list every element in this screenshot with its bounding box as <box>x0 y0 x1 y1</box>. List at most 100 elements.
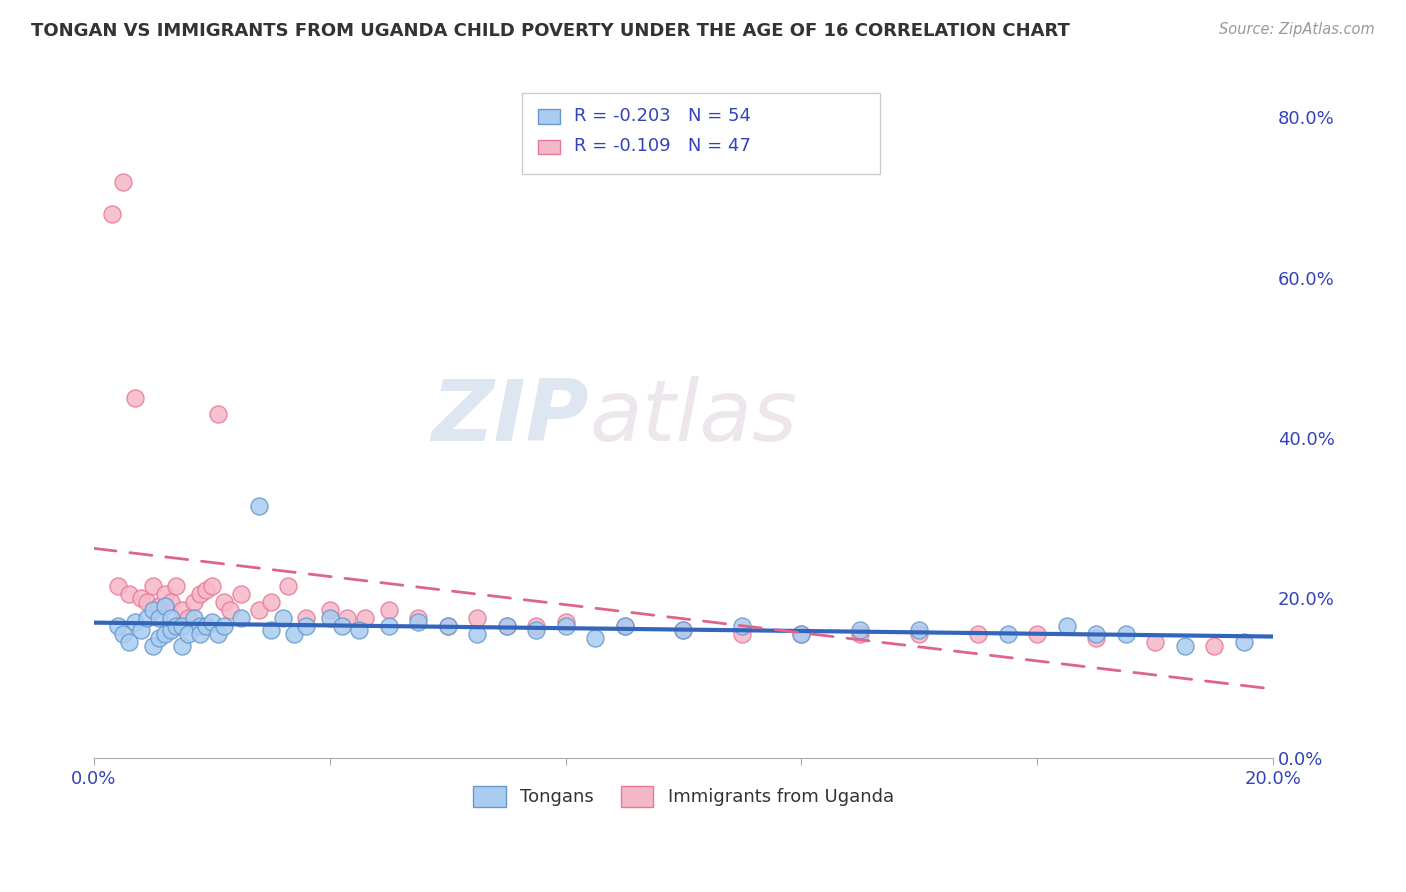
Point <box>1144 635 1167 649</box>
Point <box>153 627 176 641</box>
Point <box>1115 627 1137 641</box>
Point <box>260 623 283 637</box>
Point <box>207 627 229 641</box>
Point <box>908 623 931 637</box>
Point <box>436 619 458 633</box>
Point <box>295 619 318 633</box>
Point <box>613 619 636 633</box>
Point <box>790 627 813 641</box>
Point <box>731 619 754 633</box>
Point <box>112 175 135 189</box>
Point <box>166 619 188 633</box>
Point <box>148 631 170 645</box>
Point <box>159 611 181 625</box>
Point <box>136 611 159 625</box>
Point <box>177 611 200 625</box>
Point <box>260 595 283 609</box>
Point <box>142 639 165 653</box>
Point <box>201 579 224 593</box>
Point <box>613 619 636 633</box>
Point <box>194 583 217 598</box>
Point <box>583 631 606 645</box>
Point <box>177 627 200 641</box>
Point <box>153 599 176 614</box>
Point <box>436 619 458 633</box>
Point <box>247 499 270 513</box>
Point <box>908 627 931 641</box>
Point <box>524 619 547 633</box>
Point <box>142 603 165 617</box>
Point <box>790 627 813 641</box>
Point <box>283 627 305 641</box>
Point <box>319 603 342 617</box>
Point <box>277 579 299 593</box>
Point <box>330 619 353 633</box>
Point <box>247 603 270 617</box>
Point <box>967 627 990 641</box>
Point <box>997 627 1019 641</box>
Text: R = -0.109   N = 47: R = -0.109 N = 47 <box>574 137 751 155</box>
Point <box>194 619 217 633</box>
Point <box>377 603 399 617</box>
Point <box>554 615 576 629</box>
Point <box>406 615 429 629</box>
Point <box>172 603 194 617</box>
Point <box>183 595 205 609</box>
Point <box>1202 639 1225 653</box>
Point <box>218 603 240 617</box>
Point <box>495 619 517 633</box>
Point <box>129 623 152 637</box>
Point <box>148 599 170 614</box>
Point <box>1056 619 1078 633</box>
Point <box>207 407 229 421</box>
Point <box>188 627 211 641</box>
Point <box>148 611 170 625</box>
Point <box>271 611 294 625</box>
Point <box>1085 627 1108 641</box>
Point <box>319 611 342 625</box>
Point <box>188 587 211 601</box>
Point <box>731 627 754 641</box>
Point <box>1174 639 1197 653</box>
Point <box>524 623 547 637</box>
Point <box>672 623 695 637</box>
Point <box>231 611 253 625</box>
Text: Source: ZipAtlas.com: Source: ZipAtlas.com <box>1219 22 1375 37</box>
Point <box>354 611 377 625</box>
Point <box>231 587 253 601</box>
Text: TONGAN VS IMMIGRANTS FROM UGANDA CHILD POVERTY UNDER THE AGE OF 16 CORRELATION C: TONGAN VS IMMIGRANTS FROM UGANDA CHILD P… <box>31 22 1070 40</box>
Point <box>495 619 517 633</box>
Legend: Tongans, Immigrants from Uganda: Tongans, Immigrants from Uganda <box>465 779 901 814</box>
Bar <box>538 109 560 124</box>
Point <box>112 627 135 641</box>
Point <box>124 615 146 629</box>
Text: atlas: atlas <box>589 376 797 459</box>
Text: ZIP: ZIP <box>432 376 589 459</box>
Bar <box>538 140 560 154</box>
Point <box>136 595 159 609</box>
Point <box>406 611 429 625</box>
Point <box>107 579 129 593</box>
Point <box>849 627 872 641</box>
Point <box>1026 627 1049 641</box>
Point <box>212 619 235 633</box>
Point <box>212 595 235 609</box>
Point <box>201 615 224 629</box>
Point <box>188 619 211 633</box>
Point <box>465 627 488 641</box>
Point <box>118 635 141 649</box>
Point <box>377 619 399 633</box>
Point <box>1232 635 1254 649</box>
Point <box>118 587 141 601</box>
Point <box>336 611 359 625</box>
Point <box>347 623 370 637</box>
Point <box>166 579 188 593</box>
FancyBboxPatch shape <box>522 93 880 174</box>
Point <box>172 619 194 633</box>
Point <box>129 591 152 606</box>
Point <box>554 619 576 633</box>
Point <box>142 579 165 593</box>
Point <box>1085 631 1108 645</box>
Point <box>295 611 318 625</box>
Point <box>159 595 181 609</box>
